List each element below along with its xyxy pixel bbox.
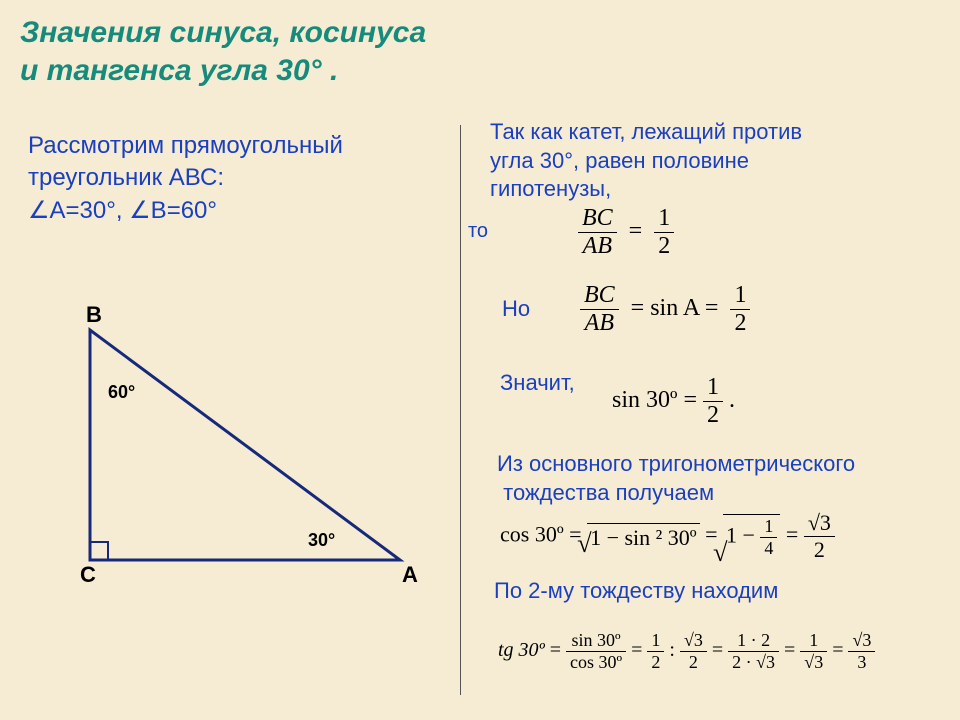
- formula-sinA: BCAB = sin A = 12: [580, 282, 750, 337]
- f1-den: AB: [578, 233, 617, 260]
- twa: 2: [804, 537, 835, 563]
- hn: 1: [647, 630, 664, 652]
- label-to: то: [468, 220, 488, 243]
- f2-num: BC: [580, 282, 619, 310]
- md: 2 · √3: [728, 652, 779, 673]
- slide-title: Значения синуса, косинуса и тангенса угл…: [20, 14, 426, 89]
- f2-mid: sin A: [650, 295, 699, 321]
- formula-bc-ab-half: BCAB = 12: [578, 205, 674, 260]
- f1-rd: 2: [654, 233, 674, 260]
- rintro-l1: Так как катет, лежащий против: [490, 119, 802, 144]
- intro-l3: ∠А=30°, ∠В=60°: [28, 197, 217, 224]
- title-line2: и тангенса угла 30° .: [20, 54, 338, 87]
- vertex-label-c: C: [80, 562, 96, 588]
- right-angle-marker: [90, 542, 108, 560]
- angle-label-a: 30°: [308, 530, 335, 551]
- sqrt1: 1 − sin ² 30º: [587, 523, 700, 551]
- f1-rn: 1: [654, 205, 674, 233]
- label-po2: По 2-му тождеству находим: [494, 578, 924, 604]
- qn: 1: [760, 516, 777, 538]
- f2-rd: 2: [730, 310, 750, 337]
- f2-rn: 1: [730, 282, 750, 310]
- qd: 4: [760, 538, 777, 559]
- formula-cos30: cos 30º = √1 − sin ² 30º = √1 − 14 = √32: [500, 510, 835, 563]
- cos30-lhs: cos 30º: [500, 522, 564, 547]
- s32d: 2: [680, 652, 707, 673]
- tg30: tg 30º: [498, 639, 545, 661]
- f3-rn: 1: [703, 374, 723, 402]
- right-intro: Так как катет, лежащий против угла 30°, …: [490, 118, 930, 204]
- left-intro: Рассмотрим прямоугольный треугольник АВС…: [28, 130, 428, 227]
- title-line1: Значения синуса, косинуса: [20, 16, 426, 49]
- invn: 1: [800, 630, 827, 652]
- rintro-l2: угла 30°, равен половине: [490, 148, 749, 173]
- intro-l1: Рассмотрим прямоугольный: [28, 132, 343, 159]
- rintro-l3: гипотенузы,: [490, 176, 611, 201]
- f2-den: AB: [580, 310, 619, 337]
- intro-l2: треугольник АВС:: [28, 164, 224, 191]
- formula-sin30: sin 30º = 12 .: [612, 374, 735, 429]
- vertical-divider: [460, 125, 461, 695]
- hd: 2: [647, 652, 664, 673]
- c30s: cos 30º: [566, 652, 626, 673]
- triangle-svg: [50, 300, 420, 590]
- label-no: Но: [502, 296, 530, 322]
- mn: 1 · 2: [728, 630, 779, 652]
- f3-lhs: sin 30º: [612, 387, 677, 413]
- s3a: 3: [820, 510, 831, 535]
- angle-label-b: 60°: [108, 382, 135, 403]
- omq: 1 −: [726, 523, 760, 548]
- f3-rd: 2: [703, 402, 723, 429]
- vertex-label-a: A: [402, 562, 418, 588]
- vertex-label-b: B: [86, 302, 102, 328]
- fn: 3: [862, 630, 871, 650]
- label-znachit: Значит,: [500, 370, 575, 396]
- deriv-l1: Из основного тригонометрического: [497, 451, 855, 476]
- s32n: 3: [694, 630, 703, 650]
- f1-num: BC: [578, 205, 617, 233]
- triangle-diagram: A B C 30° 60°: [50, 300, 420, 590]
- deriv-l2: тождества получаем: [503, 480, 714, 505]
- fd: 3: [848, 652, 875, 673]
- invd: 3: [814, 652, 823, 672]
- triangle-shape: [90, 330, 400, 560]
- label-derivation: Из основного тригонометрического тождест…: [497, 450, 927, 507]
- s30s: sin 30º: [566, 630, 626, 652]
- formula-tg30: tg 30º = sin 30ºcos 30º = 12 : √32 = 1 ·…: [498, 630, 875, 673]
